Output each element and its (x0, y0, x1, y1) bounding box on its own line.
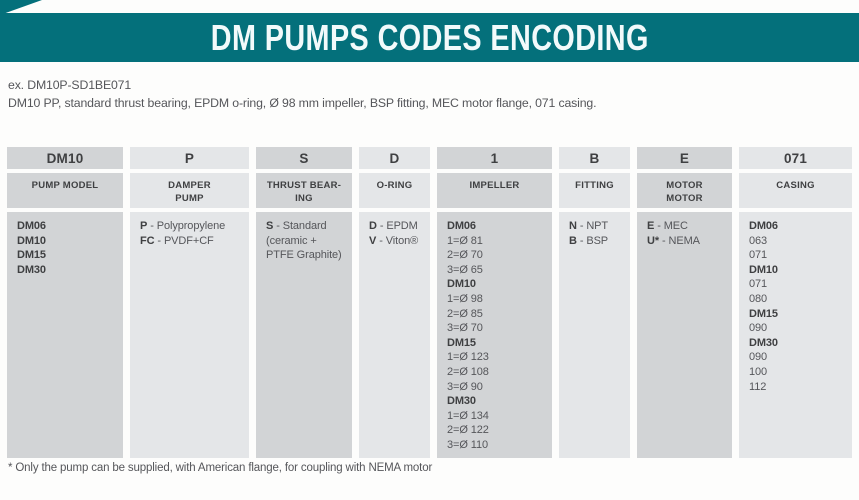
motor-code-cell: E (637, 147, 732, 169)
table-line: PTFE Graphite) (266, 249, 342, 262)
casing-body-cell: DM06 063 071 DM10 071 080 DM15 090 DM30 090 100 112 (739, 212, 852, 458)
table-line: 071 (749, 249, 768, 262)
table-line: 2=Ø 70 (447, 249, 483, 262)
table-line: 090 (749, 351, 768, 364)
table-line: 1=Ø 81 (447, 234, 483, 247)
table-line: D - EPDM (369, 220, 418, 232)
table-line: DM15 (447, 336, 476, 349)
table-line: V - Viton® (369, 234, 419, 247)
table-line: DM30 (447, 395, 476, 408)
table-line: (ceramic + (266, 234, 317, 247)
table-line: FC - PVDF+CF (140, 234, 214, 247)
page-title: DM PUMPS CODES ENCODING (210, 16, 649, 58)
table-line: 112 (749, 380, 767, 393)
table-line: 3=Ø 70 (447, 322, 483, 335)
o-ring-body-cell: D - EPDM V - Viton® (359, 212, 430, 458)
table-line: DM15 (749, 307, 778, 320)
table-line: 080 (749, 292, 768, 305)
impeller-body-cell: DM06 1=Ø 81 2=Ø 70 3=Ø 65 DM10 1=Ø 98 2=Ø 85 3=… (437, 212, 552, 458)
table-line: DM10 (749, 263, 778, 276)
table-line: 3=Ø 90 (447, 380, 483, 393)
o-ring-code-cell: D (359, 147, 430, 169)
damper-pump-code-cell: P (130, 147, 249, 169)
table-line: 3=Ø 65 (447, 263, 483, 276)
casing-label-cell: CASING (739, 173, 852, 208)
table-line: 100 (749, 365, 768, 378)
example-block: ex. DM10P-SD1BE071 DM10 PP, standard thr… (8, 76, 597, 112)
motor-label-cell: MOTOR MOTOR (637, 173, 732, 208)
o-ring-label-cell: O-RING (359, 173, 430, 208)
damper-pump-body-cell: P - Polypropylene FC - PVDF+CF (130, 212, 249, 458)
pump-model-body-cell: DM06 DM10 DM15 DM30 (7, 212, 123, 458)
table-line: 3=Ø 110 (447, 438, 488, 451)
table-line: DM06 (17, 220, 46, 232)
table-line: 2=Ø 85 (447, 307, 483, 320)
table-line: DM06 (447, 220, 476, 232)
table-line: E - MEC (647, 220, 688, 232)
table-line: S - Standard (266, 220, 327, 232)
table-line: 1=Ø 123 (447, 351, 489, 364)
casing-code-cell: 071 (739, 147, 852, 169)
thrust-bearing-label-cell: THRUST BEAR- ING (256, 173, 352, 208)
table-line: 071 (749, 278, 768, 291)
table-line: DM30 (17, 263, 46, 276)
table-line: 2=Ø 122 (447, 424, 489, 437)
thrust-bearing-code-cell: S (256, 147, 352, 169)
example-code: ex. DM10P-SD1BE071 (8, 78, 132, 92)
thrust-bearing-body-cell: S - Standard (ceramic + PTFE Graphite) (256, 212, 352, 458)
table-line: U* - NEMA (647, 234, 700, 247)
damper-pump-label-cell: DAMPER PUMP (130, 173, 249, 208)
table-line: 063 (749, 234, 768, 247)
impeller-label-cell: IMPELLER (437, 173, 552, 208)
footnote: * Only the pump can be supplied, with Am… (8, 462, 433, 474)
fitting-code-cell: B (559, 147, 630, 169)
table-line: 1=Ø 134 (447, 409, 489, 422)
table-line: B - BSP (569, 234, 609, 247)
title-banner: DM PUMPS CODES ENCODING (0, 13, 859, 62)
pump-model-code-cell: DM10 (7, 147, 123, 169)
example-description: DM10 PP, standard thrust bearing, EPDM o… (8, 96, 597, 110)
table-line: 2=Ø 108 (447, 365, 489, 378)
fitting-label-cell: FITTING (559, 173, 630, 208)
table-line: DM15 (17, 249, 46, 262)
table-line: N - NPT (569, 220, 609, 232)
impeller-code-cell: 1 (437, 147, 552, 169)
table-line: 090 (749, 322, 768, 335)
table-line: DM06 (749, 220, 778, 232)
table-line: DM10 (17, 234, 46, 247)
table-line: P - Polypropylene (140, 220, 226, 232)
table-line: 1=Ø 98 (447, 292, 483, 305)
pump-model-label-cell: PUMP MODEL (7, 173, 123, 208)
codes-encoding-table: DM10 P S D 1 B E 071 PUMP MODEL DAMPER PUMP THRUST… (7, 147, 852, 458)
fitting-body-cell: N - NPT B - BSP (559, 212, 630, 458)
table-line: DM30 (749, 336, 778, 349)
motor-body-cell: E - MEC U* - NEMA (637, 212, 732, 458)
table-line: DM10 (447, 278, 476, 291)
